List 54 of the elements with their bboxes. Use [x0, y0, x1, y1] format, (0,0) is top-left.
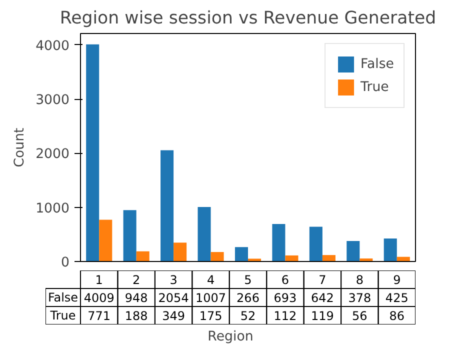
x-tick-label: 1: [95, 273, 103, 287]
x-tick-label: 6: [281, 273, 290, 287]
bar: [272, 224, 286, 262]
bar: [309, 226, 322, 262]
data-label: 693: [274, 291, 297, 305]
data-label: 948: [124, 291, 148, 305]
data-label: 425: [385, 291, 408, 305]
y-tick-label: 1000: [36, 201, 70, 216]
x-tick-label: 5: [244, 273, 252, 287]
data-label: 642: [310, 291, 334, 305]
data-label: 188: [124, 309, 148, 323]
data-label: 771: [88, 309, 111, 323]
data-label: 266: [236, 291, 260, 305]
x-tick-label: 9: [393, 273, 401, 287]
data-label: 1007: [196, 291, 226, 305]
bar: [285, 255, 298, 262]
y-tick-label: 2000: [36, 147, 70, 162]
x-tick-label: 4: [206, 273, 215, 287]
legend-label: False: [360, 56, 394, 72]
chart-title: Region wise session vs Revenue Generated: [60, 8, 436, 28]
data-label: 112: [274, 309, 297, 323]
data-label: 119: [310, 309, 334, 323]
bar: [322, 255, 336, 262]
bar: [210, 252, 224, 262]
bar: [160, 150, 174, 262]
y-tick-label: 0: [61, 256, 70, 270]
data-label: 52: [240, 309, 256, 323]
bar: [86, 44, 100, 262]
x-axis-title: Region: [208, 330, 254, 344]
x-tick-label: 8: [356, 273, 364, 287]
data-label: 86: [389, 309, 405, 323]
text: True: [50, 308, 76, 322]
data-label: 4009: [84, 291, 114, 305]
bar: [346, 241, 360, 262]
bar: [99, 220, 112, 262]
x-tick-label: 2: [132, 273, 140, 287]
data-label: 2054: [158, 291, 189, 305]
text: False: [48, 290, 78, 304]
y-axis-title: Count: [12, 128, 28, 168]
x-tick-label: 3: [170, 273, 178, 287]
legend-label: True: [360, 80, 389, 94]
bar: [198, 206, 211, 262]
data-label: 378: [348, 291, 372, 305]
y-tick-label: 4000: [36, 38, 70, 54]
data-label: 175: [199, 309, 222, 323]
x-tick-label: 7: [318, 273, 326, 287]
bar: [123, 210, 136, 262]
data-label: 349: [162, 309, 186, 323]
bar: [384, 238, 397, 262]
bar: [174, 242, 187, 262]
data-label: 56: [352, 309, 368, 323]
bar: [234, 247, 248, 262]
bar: [136, 251, 150, 262]
y-tick-label: 3000: [36, 93, 70, 108]
